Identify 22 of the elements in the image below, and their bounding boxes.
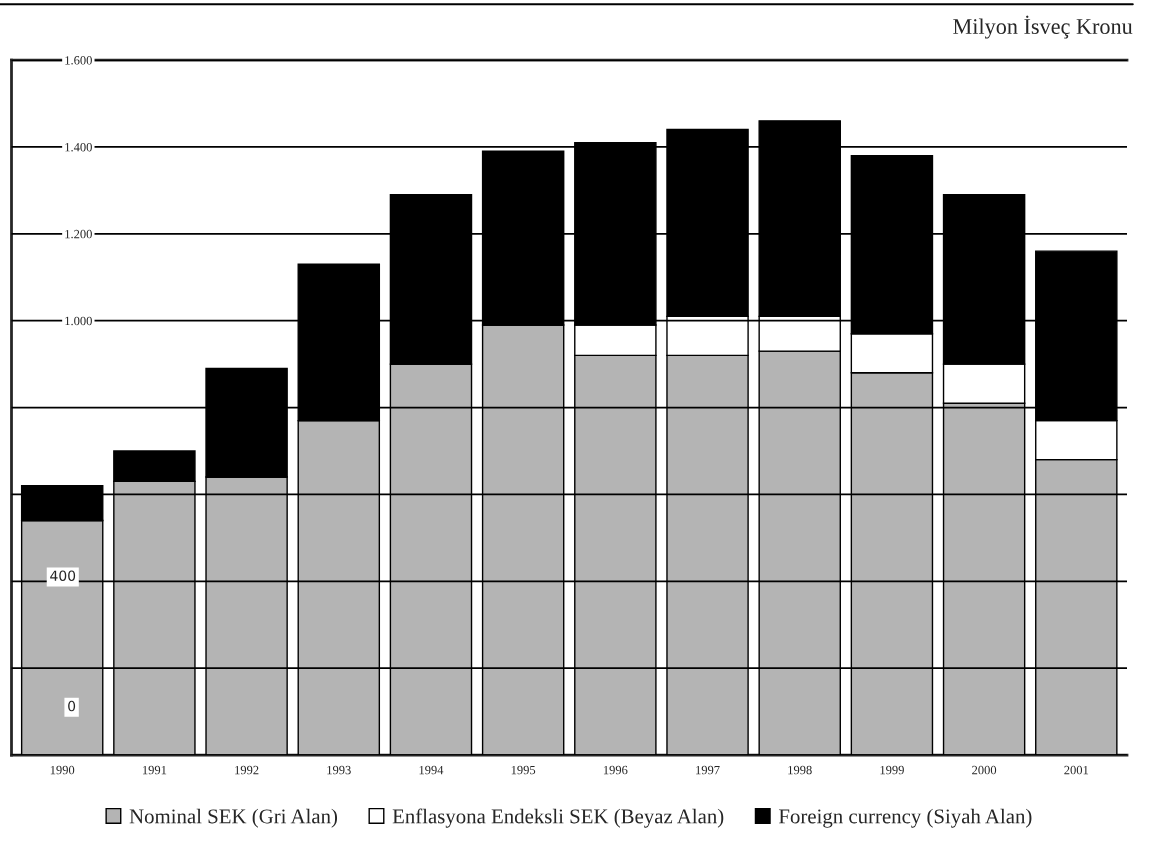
chart-title: Milyon İsveç Kronu xyxy=(953,15,1133,39)
y-tick-label: 1.400 xyxy=(65,142,92,152)
legend-label: Nominal SEK (Gri Alan) xyxy=(129,808,338,828)
x-tick-label: 2000 xyxy=(972,765,997,775)
y-tick-label: 1.200 xyxy=(65,229,92,239)
x-tick-label: 1998 xyxy=(788,765,812,775)
x-tick-label: 1991 xyxy=(142,765,167,775)
x-tick-label: 1999 xyxy=(880,765,904,775)
annotation: 400 xyxy=(50,570,76,581)
annotation: 0 xyxy=(68,700,76,712)
x-tick-label: 1997 xyxy=(696,765,720,775)
y-tick-label: 1.600 xyxy=(65,56,92,65)
legend-label: Enflasyona Endeksli SEK (Beyaz Alan) xyxy=(392,808,724,828)
x-tick-label: 1994 xyxy=(419,765,444,775)
x-tick-label: 1996 xyxy=(603,765,628,775)
legend-label: Foreign currency (Siyah Alan) xyxy=(778,808,1032,828)
x-tick-label: 1990 xyxy=(50,765,75,775)
x-tick-label: 1992 xyxy=(235,765,259,775)
y-tick-label: 1.000 xyxy=(65,316,92,326)
x-tick-label: 1995 xyxy=(511,765,536,775)
x-tick-label: 2001 xyxy=(1064,765,1089,775)
x-tick-label: 1993 xyxy=(327,765,351,775)
